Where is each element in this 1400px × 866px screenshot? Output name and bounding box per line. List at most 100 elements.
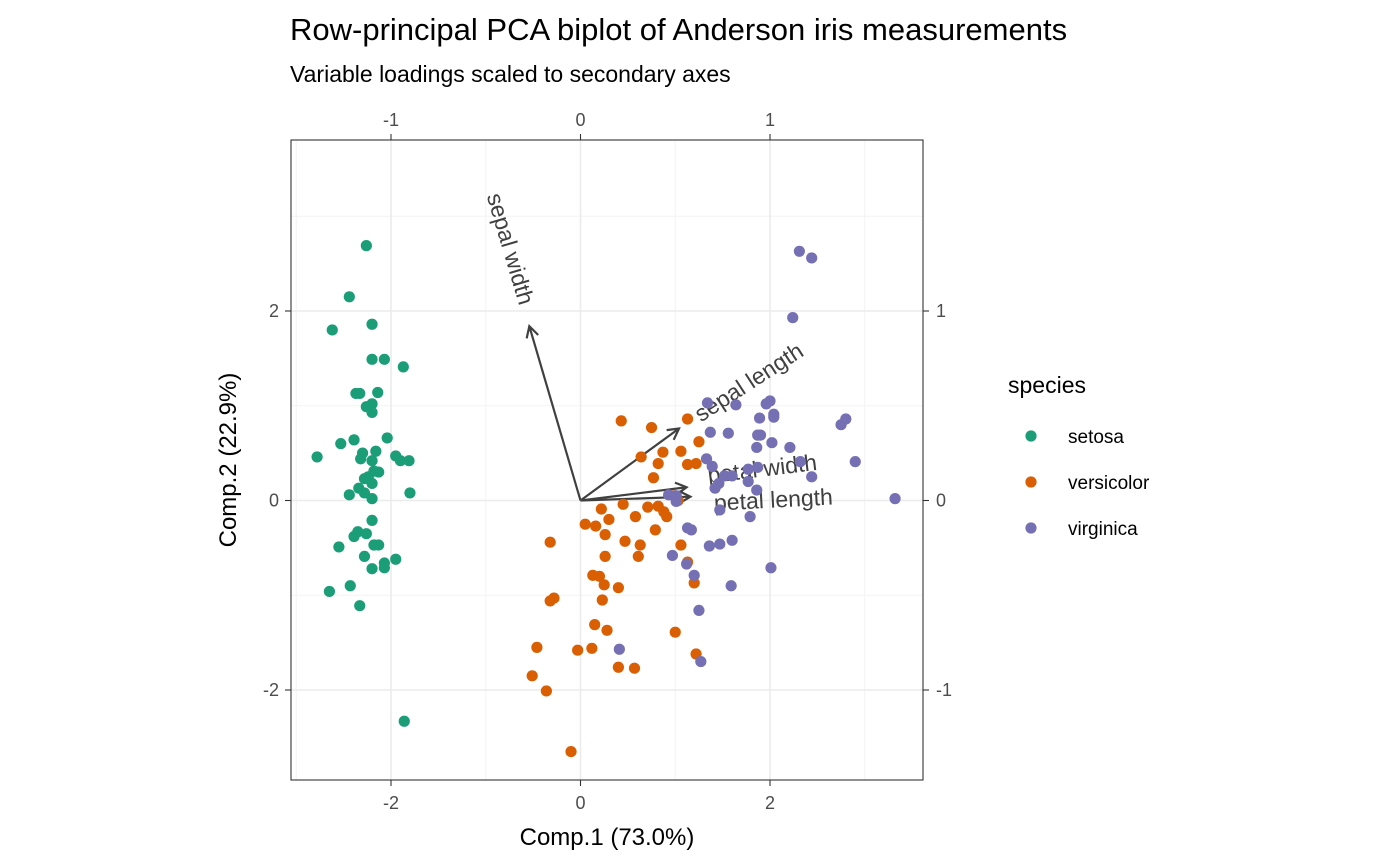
data-point-versicolor xyxy=(634,539,646,551)
data-point-versicolor xyxy=(589,619,601,631)
data-point-setosa xyxy=(343,489,355,501)
axis-ticks: -2 0 2 -2 0 2 -1 0 1 -1 0 1 xyxy=(263,110,952,813)
legend-key-setosa xyxy=(1025,430,1037,442)
data-point-versicolor xyxy=(617,498,629,510)
data-point-versicolor xyxy=(669,626,681,638)
data-point-virginica xyxy=(693,604,705,617)
grid-lines xyxy=(291,140,923,780)
data-point-virginica xyxy=(751,441,763,454)
data-point-versicolor xyxy=(612,661,625,673)
data-point-versicolor xyxy=(693,436,705,448)
data-point-versicolor xyxy=(619,535,631,547)
data-point-versicolor xyxy=(595,503,607,515)
legend-label-virginica: virginica xyxy=(1068,519,1138,540)
data-point-setosa xyxy=(323,585,336,598)
data-point-versicolor xyxy=(598,579,610,591)
data-point-setosa xyxy=(360,528,372,540)
data-point-setosa xyxy=(355,453,367,465)
data-point-setosa xyxy=(348,434,360,446)
data-point-virginica xyxy=(709,482,721,494)
secondary-y-tick-label: -1 xyxy=(936,680,952,700)
data-point-setosa xyxy=(394,455,407,467)
data-point-virginica xyxy=(701,397,714,409)
secondary-y-tick-label: 1 xyxy=(936,301,946,321)
y-tick-label: -2 xyxy=(263,680,279,700)
data-point-virginica xyxy=(784,441,796,454)
data-point-versicolor xyxy=(632,550,644,563)
data-point-virginica xyxy=(726,534,738,546)
series-versicolor xyxy=(526,413,705,758)
data-point-versicolor xyxy=(599,550,611,563)
data-point-setosa xyxy=(344,580,356,592)
data-point-versicolor xyxy=(593,570,606,582)
data-point-virginica xyxy=(722,427,734,439)
data-point-virginica xyxy=(744,511,756,523)
data-point-versicolor xyxy=(635,451,647,463)
data-point-setosa xyxy=(390,553,402,565)
loading-label-sepal-width: sepal width xyxy=(482,190,540,308)
data-point-virginica xyxy=(752,461,764,473)
chart-subtitle: Variable loadings scaled to secondary ax… xyxy=(290,61,731,87)
data-point-setosa xyxy=(373,539,385,551)
secondary-y-tick-label: 0 xyxy=(936,491,946,511)
data-point-virginica xyxy=(766,437,778,449)
data-point-versicolor xyxy=(565,745,577,758)
data-point-virginica xyxy=(726,470,738,482)
data-point-setosa xyxy=(373,466,385,478)
data-point-versicolor xyxy=(642,501,654,513)
data-points xyxy=(311,240,901,758)
data-point-versicolor xyxy=(675,539,687,551)
data-point-virginica xyxy=(806,471,818,483)
data-point-setosa xyxy=(366,353,378,365)
data-point-versicolor xyxy=(645,421,658,434)
y-axis-title: Comp.2 (22.9%) xyxy=(215,373,242,548)
data-point-setosa xyxy=(366,563,378,575)
data-point-versicolor xyxy=(572,644,584,656)
data-point-versicolor xyxy=(531,641,543,653)
data-point-virginica xyxy=(663,489,675,501)
data-point-setosa xyxy=(343,291,355,303)
data-point-virginica xyxy=(754,429,767,441)
data-point-virginica xyxy=(765,562,777,574)
data-point-virginica xyxy=(704,426,716,438)
data-point-versicolor xyxy=(661,511,673,523)
data-point-virginica xyxy=(695,655,707,668)
data-point-versicolor xyxy=(596,594,608,606)
data-point-setosa xyxy=(366,455,378,467)
data-point-setosa xyxy=(333,541,345,553)
data-point-virginica xyxy=(725,580,737,592)
data-point-versicolor xyxy=(601,624,613,636)
data-point-setosa xyxy=(366,318,378,330)
data-point-versicolor xyxy=(615,415,627,427)
data-point-versicolor xyxy=(690,457,702,470)
data-point-setosa xyxy=(397,361,409,373)
legend-label-setosa: setosa xyxy=(1068,427,1124,448)
data-point-virginica xyxy=(793,245,805,257)
legend: species setosa versicolor virginica xyxy=(1008,372,1150,540)
data-point-setosa xyxy=(366,477,378,490)
secondary-x-tick-label: -1 xyxy=(383,110,399,130)
loading-arrow-sepal-length xyxy=(579,428,680,502)
data-point-setosa xyxy=(311,451,323,463)
loading-label-sepal-length: sepal length xyxy=(690,337,808,426)
data-point-setosa xyxy=(404,487,416,499)
data-point-versicolor xyxy=(599,529,611,541)
data-point-versicolor xyxy=(649,524,661,536)
data-point-virginica xyxy=(666,549,679,562)
data-point-virginica xyxy=(742,475,754,488)
legend-items: setosa versicolor virginica xyxy=(1025,427,1150,540)
data-point-virginica xyxy=(706,460,718,472)
data-point-setosa xyxy=(366,514,378,526)
data-point-versicolor xyxy=(628,662,641,674)
data-point-virginica xyxy=(730,399,742,411)
data-point-versicolor xyxy=(681,413,694,425)
data-point-virginica xyxy=(787,312,799,324)
y-tick-label: 2 xyxy=(269,301,279,321)
data-point-virginica xyxy=(703,540,715,552)
data-point-versicolor xyxy=(540,685,552,697)
x-tick-label: 0 xyxy=(575,793,585,813)
legend-key-versicolor xyxy=(1025,476,1037,488)
loading-label-petal-length: petal length xyxy=(713,484,833,516)
data-point-virginica xyxy=(751,484,763,496)
